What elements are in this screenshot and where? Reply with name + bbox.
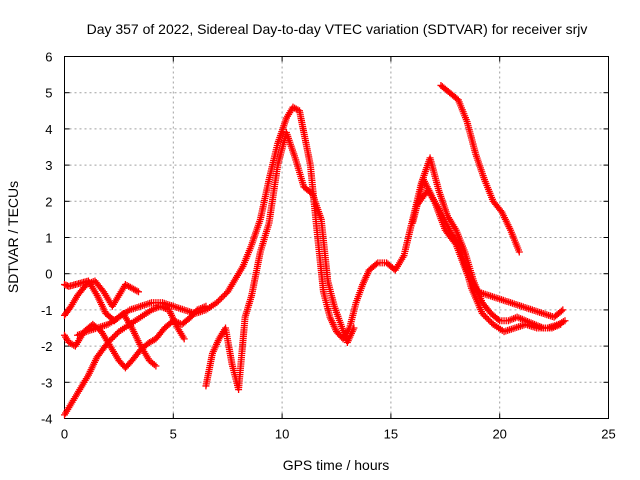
data-point-marker [481, 313, 489, 321]
data-point-marker [214, 297, 222, 305]
data-point-marker [213, 299, 221, 307]
y-tick-label: 3 [45, 158, 52, 173]
y-tick-label: -2 [41, 339, 53, 354]
x-tick-label: 20 [492, 427, 506, 442]
data-point-marker [106, 337, 114, 345]
y-tick-label: -3 [41, 375, 53, 390]
data-point-marker [216, 296, 224, 304]
data-point-marker [372, 260, 380, 268]
data-point-marker [515, 248, 523, 256]
data-point-marker [109, 334, 117, 342]
data-point-marker [219, 292, 227, 300]
y-axis-title: SDTVAR / TECUs [5, 181, 21, 293]
data-point-marker [221, 291, 229, 299]
data-point-marker [480, 311, 488, 319]
y-tick-label: 0 [45, 267, 52, 282]
x-tick-label: 10 [275, 427, 289, 442]
data-point-marker [557, 307, 565, 315]
series-arc-8 [413, 186, 569, 336]
data-point-marker [561, 317, 569, 325]
y-tick-label: -4 [41, 412, 53, 427]
y-tick-label: 4 [45, 122, 52, 137]
data-point-marker [478, 310, 486, 318]
y-tick-label: 5 [45, 86, 52, 101]
x-tick-label: 25 [601, 427, 615, 442]
data-point-marker [485, 316, 493, 324]
data-point-marker [152, 362, 160, 370]
data-point-marker [180, 335, 188, 343]
grid-layer [64, 56, 609, 419]
series-arc-6 [202, 129, 358, 394]
chart-title: Day 357 of 2022, Sidereal Day-to-day VTE… [87, 21, 588, 37]
y-tick-label: 2 [45, 194, 52, 209]
data-point-marker [217, 294, 225, 302]
series-arc-4 [61, 302, 188, 419]
data-point-marker [494, 316, 502, 324]
data-point-marker [107, 335, 115, 343]
data-point-marker [133, 287, 141, 295]
tick-layer: 0 5 10 15 20 25 -4 -3 -2 -1 0 1 2 3 4 5 6 [41, 50, 616, 442]
data-point-marker [559, 318, 567, 326]
x-axis-title: GPS time / hours [283, 457, 390, 473]
data-point-marker [104, 338, 112, 346]
data-point-marker [350, 324, 358, 332]
data-point-marker [483, 314, 491, 322]
x-tick-label: 15 [384, 427, 398, 442]
y-tick-label: -1 [41, 303, 53, 318]
y-tick-label: 6 [45, 50, 52, 65]
data-point-marker [112, 331, 120, 339]
series-layer [61, 81, 569, 419]
x-tick-label: 5 [170, 427, 177, 442]
data-point-marker [134, 288, 142, 296]
series-arc-2 [61, 277, 142, 319]
data-point-marker [110, 332, 118, 340]
data-point-marker [559, 306, 567, 314]
y-tick-label: 1 [45, 231, 52, 246]
data-point-marker [486, 317, 494, 325]
series-arc-7 [409, 176, 567, 321]
x-tick-label: 0 [61, 427, 68, 442]
data-point-marker [150, 361, 158, 369]
series-arc-9 [437, 81, 523, 256]
plot-frame [64, 56, 609, 419]
